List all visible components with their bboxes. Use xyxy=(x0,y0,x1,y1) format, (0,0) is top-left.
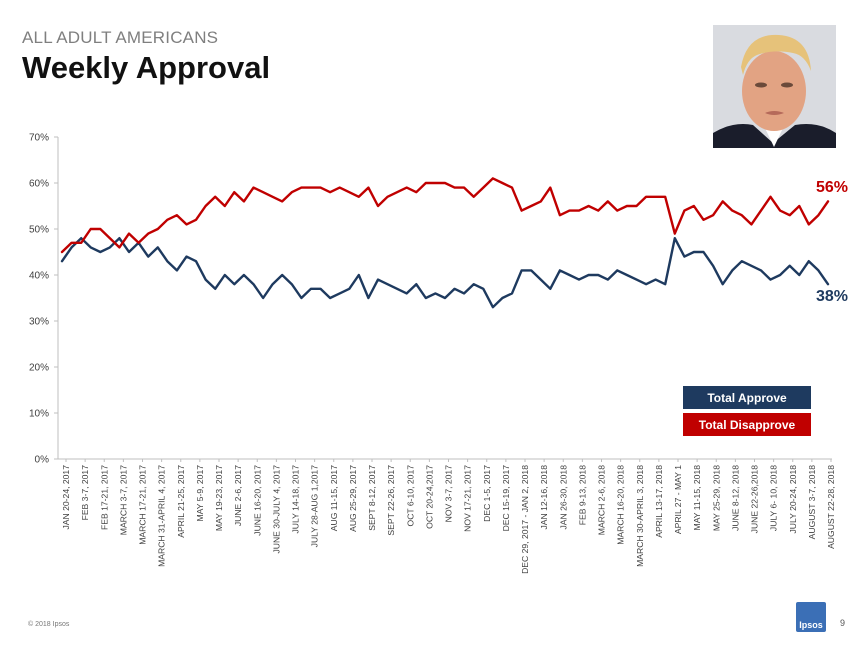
x-tick-label: MAY 25-29, 2018 xyxy=(711,465,721,531)
x-tick-label: JUNE 30-JULY 4, 2017 xyxy=(271,465,281,554)
x-tick-label: DEC 1-5, 2017 xyxy=(482,465,492,522)
x-tick-label: APRIL 27 - MAY 1 xyxy=(673,465,683,534)
ipsos-logo: Ipsos xyxy=(796,602,826,632)
chart-supertitle: ALL ADULT AMERICANS xyxy=(22,28,219,47)
x-tick-label: DEC 29, 2017 - JAN 2, 2018 xyxy=(520,465,530,574)
y-tick-label: 0% xyxy=(35,455,50,466)
page-number: 9 xyxy=(840,618,846,628)
y-tick-label: 50% xyxy=(29,225,49,236)
x-tick-label: FEB 9-13, 2018 xyxy=(577,465,587,525)
x-tick-label: AUGUST 22-28, 2018 xyxy=(826,465,836,549)
x-tick-label: MARCH 16-20, 2018 xyxy=(616,465,626,545)
x-tick-label: NOV 3-7, 2017 xyxy=(444,465,454,523)
x-tick-label: JUNE 16-20, 2017 xyxy=(252,465,262,536)
x-tick-label: JUNE 2-6, 2017 xyxy=(233,465,243,526)
y-tick-label: 70% xyxy=(29,133,49,144)
x-tick-label: AUGUST 3-7, 2018 xyxy=(807,465,817,540)
y-tick-label: 40% xyxy=(29,271,49,282)
x-tick-label: FEB 3-7, 2017 xyxy=(80,465,90,521)
x-tick-label: NOV 17-21, 2017 xyxy=(463,465,473,532)
legend-total-disapprove: Total Disapprove xyxy=(683,413,811,436)
x-tick-label: DEC 15-19, 2017 xyxy=(501,465,511,532)
x-tick-label: MARCH 3-7, 2017 xyxy=(118,465,128,535)
x-tick-label: JULY 20-24, 2018 xyxy=(788,465,798,534)
end-label-approve: 38% xyxy=(816,288,849,306)
y-tick-label: 10% xyxy=(29,409,49,420)
x-tick-label: JULY 14-18, 2017 xyxy=(291,465,301,534)
x-tick-label: MARCH 17-21, 2017 xyxy=(138,465,148,545)
y-tick-label: 60% xyxy=(29,179,49,190)
y-tick-label: 30% xyxy=(29,317,49,328)
x-tick-label: OCT 20-24,2017 xyxy=(424,465,434,529)
x-tick-label: JAN 20-24, 2017 xyxy=(61,465,71,530)
y-tick-label: 20% xyxy=(29,363,49,374)
logo-text: Ipsos xyxy=(799,620,823,630)
x-tick-label: MARCH 30-APRIL 3, 2018 xyxy=(635,465,645,567)
x-tick-label: JULY 28-AUG 1,2017 xyxy=(310,465,320,548)
x-tick-label: AUG 25-29, 2017 xyxy=(348,465,358,532)
x-tick-label: SEPT 22-26, 2017 xyxy=(386,465,396,536)
x-tick-label: MAY 11-15, 2018 xyxy=(692,465,702,531)
x-tick-label: MARCH 31-APRIL 4, 2017 xyxy=(157,465,167,567)
x-tick-label: AUG 11-15, 2017 xyxy=(329,465,339,531)
end-label-disapprove: 56% xyxy=(816,179,849,197)
x-tick-label: JAN 12-16, 2018 xyxy=(539,465,549,530)
x-tick-label: MARCH 2-6, 2018 xyxy=(597,465,607,535)
chart-title: Weekly Approval xyxy=(22,50,271,85)
x-tick-label: JUNE 8-12, 2018 xyxy=(730,465,740,531)
approve-line xyxy=(60,236,830,309)
x-tick-label: JULY 6- 10, 2018 xyxy=(769,465,779,531)
copyright-text: © 2018 Ipsos xyxy=(28,621,70,628)
x-tick-label: APRIL 13-17, 2018 xyxy=(654,465,664,538)
x-tick-label: JUNE 22-26,2018 xyxy=(750,465,760,534)
x-tick-label: SEPT 8-12, 2017 xyxy=(367,465,377,531)
portrait-photo xyxy=(713,25,836,148)
x-tick-label: APRIL 21-25, 2017 xyxy=(176,465,186,538)
legend-total-approve: Total Approve xyxy=(683,386,811,409)
x-tick-label: FEB 17-21, 2017 xyxy=(99,465,109,530)
x-tick-label: MAY 19-23, 2017 xyxy=(214,465,224,531)
x-tick-label: MAY 5-9, 2017 xyxy=(195,465,205,522)
disapprove-line xyxy=(60,177,830,254)
x-tick-label: OCT 6-10, 2017 xyxy=(405,465,415,527)
x-tick-label: JAN 26-30, 2018 xyxy=(558,465,568,530)
